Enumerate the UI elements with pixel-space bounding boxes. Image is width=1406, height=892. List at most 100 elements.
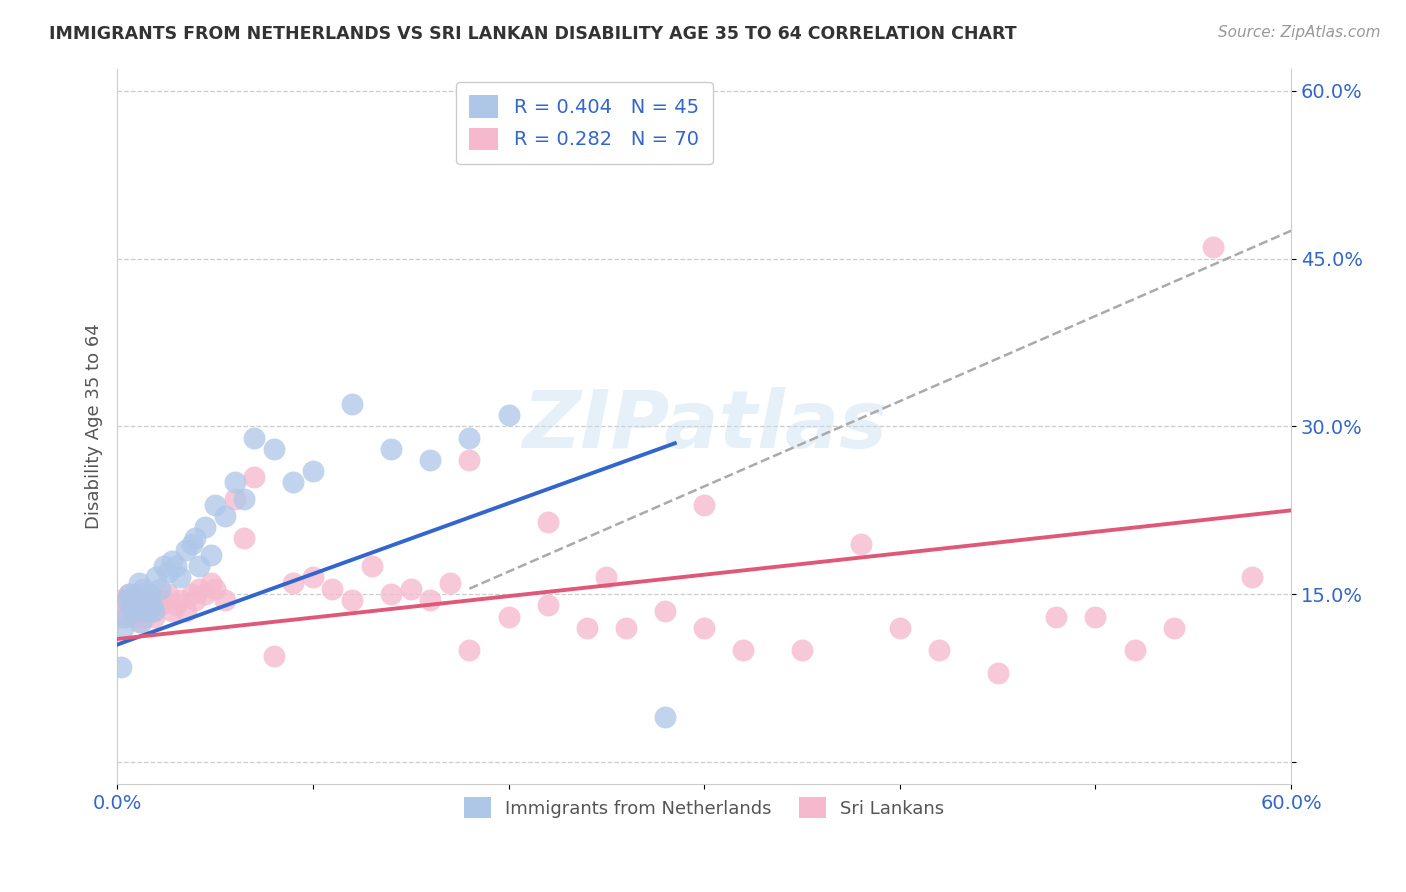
Point [153,592,176,607]
Point [889,621,911,635]
Point [115,592,138,607]
Point [160,604,183,618]
Point [174,542,197,557]
Point [169,592,191,607]
Point [243,431,266,445]
Point [149,582,172,596]
Point [114,609,136,624]
Point [131,604,153,618]
Point [157,565,180,579]
Point [194,587,217,601]
Point [399,582,422,596]
Point [138,592,160,607]
Point [165,599,187,613]
Point [302,570,325,584]
Text: IMMIGRANTS FROM NETHERLANDS VS SRI LANKAN DISABILITY AGE 35 TO 64 CORRELATION CH: IMMIGRANTS FROM NETHERLANDS VS SRI LANKA… [49,25,1017,43]
Point [125,592,148,607]
Point [419,453,441,467]
Point [214,508,236,523]
Point [1045,609,1067,624]
Point [439,576,461,591]
Point [458,453,481,467]
Point [380,587,402,601]
Point [380,442,402,456]
Point [1202,240,1225,254]
Point [458,643,481,657]
Point [108,609,131,624]
Point [733,643,755,657]
Point [139,599,162,613]
Point [112,599,135,613]
Point [165,559,187,574]
Point [340,592,363,607]
Point [200,576,222,591]
Point [125,592,148,607]
Point [224,492,246,507]
Point [987,665,1010,680]
Point [110,660,132,674]
Text: ZIPatlas: ZIPatlas [522,387,887,466]
Point [1123,643,1146,657]
Point [129,615,152,630]
Point [145,592,167,607]
Point [141,599,163,613]
Point [180,587,202,601]
Point [141,604,163,618]
Point [134,599,156,613]
Point [302,464,325,478]
Point [537,515,560,529]
Point [128,576,150,591]
Point [214,592,236,607]
Point [204,498,226,512]
Point [180,537,202,551]
Point [1163,621,1185,635]
Point [498,409,520,423]
Point [654,710,676,724]
Point [121,599,143,613]
Point [188,559,211,574]
Point [110,592,132,607]
Point [340,397,363,411]
Point [128,615,150,630]
Point [419,592,441,607]
Point [143,609,166,624]
Point [149,599,172,613]
Point [849,537,872,551]
Point [157,587,180,601]
Point [200,548,222,562]
Point [595,570,617,584]
Point [184,592,207,607]
Point [224,475,246,490]
Point [321,582,343,596]
Point [263,648,285,663]
Point [537,599,560,613]
Text: Source: ZipAtlas.com: Source: ZipAtlas.com [1218,25,1381,40]
Point [114,609,136,624]
Point [614,621,637,635]
Point [184,532,207,546]
Point [120,604,142,618]
Y-axis label: Disability Age 35 to 64: Disability Age 35 to 64 [86,324,103,529]
Point [169,570,191,584]
Point [135,604,157,618]
Point [233,492,256,507]
Legend: Immigrants from Netherlands, Sri Lankans: Immigrants from Netherlands, Sri Lankans [457,790,952,825]
Point [928,643,950,657]
Point [120,599,142,613]
Point [654,604,676,618]
Point [135,587,157,601]
Point [118,587,141,601]
Point [233,532,256,546]
Point [131,582,153,596]
Point [138,604,160,618]
Point [283,576,305,591]
Point [498,609,520,624]
Point [1084,609,1107,624]
Point [160,554,183,568]
Point [283,475,305,490]
Point [575,621,598,635]
Point [188,582,211,596]
Point [124,609,146,624]
Point [360,559,382,574]
Point [153,559,176,574]
